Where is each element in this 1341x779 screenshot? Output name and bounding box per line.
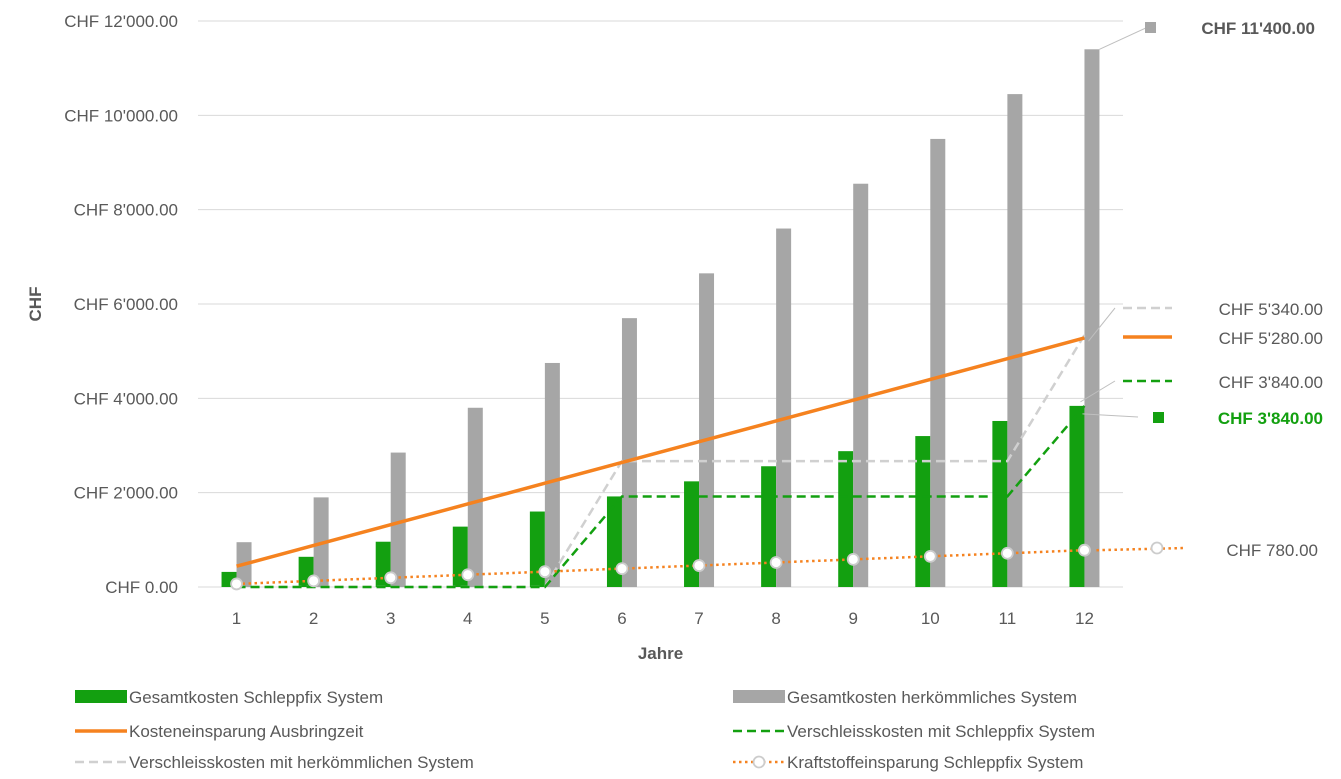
x-tick-label: 12: [1075, 609, 1094, 628]
y-tick-label: CHF 12'000.00: [64, 12, 178, 31]
y-axis-title: CHF: [26, 287, 45, 322]
bar-herkoemmlich: [621, 318, 637, 587]
bar-schleppfix: [915, 436, 931, 587]
bar-schleppfix: [838, 451, 854, 587]
point-kraftstoff: [769, 556, 783, 569]
point-kraftstoff: [307, 574, 321, 588]
end-label-verschleiss-herkoemmlich: CHF 5'340.00: [1219, 300, 1323, 319]
y-tick-label: CHF 2'000.00: [74, 484, 178, 503]
x-tick-label: 7: [694, 609, 703, 628]
point-kraftstoff: [230, 577, 243, 591]
point-kraftstoff: [692, 559, 706, 572]
point-kraftstoff: [461, 568, 475, 582]
bar-herkoemmlich: [930, 138, 946, 587]
x-axis-title: Jahre: [638, 644, 683, 663]
legend-key-schleppfix-end: [1153, 412, 1164, 423]
x-tick-label: 11: [999, 609, 1017, 628]
leader-line: [1099, 26, 1149, 50]
x-tick-label: 8: [771, 609, 780, 628]
bar-herkoemmlich: [853, 183, 869, 587]
x-tick-label: 3: [386, 609, 395, 628]
point-kraftstoff: [923, 549, 937, 563]
legend-key-kraftstoff-end: [1096, 546, 1186, 552]
legend-label: Kosteneinsparung Ausbringzeit: [129, 722, 364, 741]
end-label-verschleiss-schleppfix: CHF 3'840.00: [1219, 373, 1323, 392]
line-kosteneinsparung: [236, 336, 1085, 568]
bar-herkoemmlich: [390, 452, 406, 587]
x-tick-label: 2: [309, 609, 318, 628]
bar-schleppfix: [992, 420, 1008, 587]
x-tick-label: 10: [921, 609, 940, 628]
leader-line: [1088, 307, 1116, 342]
legend-label: Gesamtkosten Schleppfix System: [129, 688, 383, 707]
end-label-kosteneinsparung: CHF 5'280.00: [1219, 329, 1323, 348]
y-tick-label: CHF 10'000.00: [64, 106, 178, 125]
legend-label: Verschleisskosten mit Schleppfix System: [787, 722, 1095, 741]
bar-herkoemmlich: [699, 273, 715, 587]
end-label-herkoemmlich: CHF 11'400.00: [1201, 19, 1315, 38]
leader-line: [1080, 380, 1116, 403]
x-tick-label: 1: [232, 609, 241, 628]
leader-line: [1082, 413, 1139, 418]
x-tick-label: 9: [848, 609, 857, 628]
y-tick-label: CHF 0.00: [105, 578, 178, 597]
end-label-kraftstoff: CHF 780.00: [1226, 541, 1318, 560]
point-kraftstoff: [1078, 543, 1091, 557]
bar-schleppfix: [761, 466, 777, 587]
end-label-schleppfix: CHF 3'840.00: [1218, 409, 1323, 428]
line-verschleiss-schleppfix: [236, 405, 1086, 589]
legend-label: Kraftstoffeinsparung Schleppfix System: [787, 753, 1083, 772]
legend-label: Gesamtkosten herkömmliches System: [787, 688, 1077, 707]
line-kraftstoff: [236, 548, 1085, 586]
x-tick-label: 4: [463, 609, 472, 628]
legend-key-herkoemmlich-end: [1145, 22, 1156, 33]
legend-swatch-marker: [752, 755, 766, 769]
point-kraftstoff: [1000, 546, 1014, 560]
y-tick-label: CHF 6'000.00: [74, 295, 178, 314]
bar-herkoemmlich: [1007, 94, 1023, 587]
y-tick-label: CHF 8'000.00: [74, 201, 178, 220]
legend-swatch: [75, 690, 127, 703]
point-kraftstoff: [384, 571, 398, 585]
x-tick-label: 6: [617, 609, 626, 628]
bar-herkoemmlich: [467, 407, 483, 587]
bar-herkoemmlich: [544, 362, 560, 587]
point-kraftstoff: [538, 565, 552, 579]
y-tick-label: CHF 4'000.00: [74, 389, 178, 408]
point-kraftstoff: [615, 562, 629, 576]
legend-label: Verschleisskosten mit herkömmlichen Syst…: [129, 753, 474, 772]
legend-swatch: [733, 690, 785, 703]
legend-marker-kraftstoff-end: [1150, 541, 1164, 555]
point-kraftstoff: [846, 553, 860, 566]
x-tick-label: 5: [540, 609, 549, 628]
bar-herkoemmlich: [776, 228, 792, 588]
bar-schleppfix: [1069, 405, 1085, 587]
bar-herkoemmlich: [1084, 49, 1100, 588]
